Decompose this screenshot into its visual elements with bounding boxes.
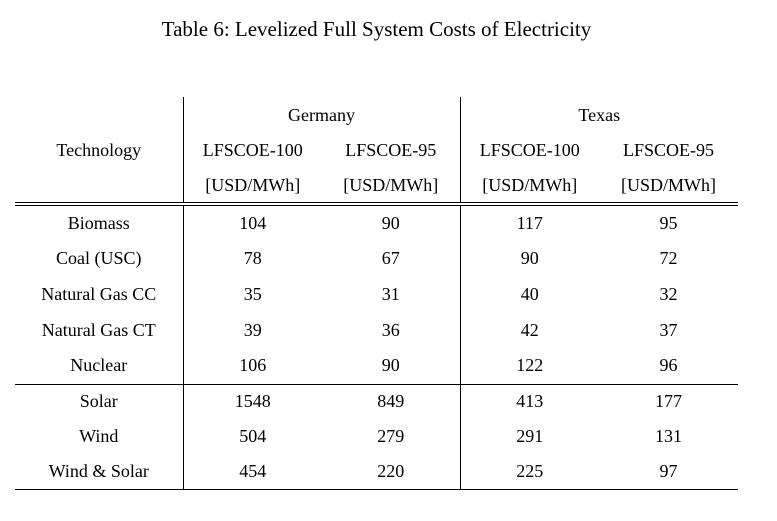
table-row: Coal (USC) 78 67 90 72 [15, 240, 738, 276]
table-row: Natural Gas CT 39 36 42 37 [15, 312, 738, 348]
value-cell: 39 [182, 312, 322, 348]
value-cell: 177 [599, 383, 739, 419]
technology-cell: Coal (USC) [56, 247, 142, 268]
value-cell: 454 [182, 454, 322, 489]
table-row: Solar 1548 849 413 177 [15, 383, 739, 419]
value-cell: 72 [659, 247, 678, 268]
value-cell: 90 [459, 240, 600, 276]
technology-cell: Wind & Solar [48, 460, 149, 481]
technology-cell: Wind [79, 426, 119, 446]
value-cell: 220 [377, 460, 405, 481]
table-body: Biomass 104 90 117 95 Coal (USC) 78 67 90 72 Natur… [15, 204, 739, 489]
table-header: Germany Texas Technology LFSCOE-100 LFSC… [15, 97, 739, 204]
value-cell: 31 [381, 283, 400, 304]
value-cell: 67 [381, 247, 400, 268]
value-cell: 291 [459, 419, 600, 454]
table-row: Wind & Solar 454 220 225 97 [15, 454, 738, 489]
value-cell: 106 [182, 348, 322, 384]
unit-label: [USD/MWh] [621, 174, 717, 195]
value-cell: 279 [377, 426, 405, 446]
unit-label: [USD/MWh] [182, 168, 322, 204]
table-row: Nuclear 106 90 122 96 [15, 348, 738, 384]
technology-header: Technology [56, 140, 142, 160]
unit-label: [USD/MWh] [343, 174, 439, 195]
value-cell: 37 [659, 319, 678, 340]
value-cell: 42 [459, 312, 600, 348]
value-cell: 131 [655, 426, 683, 446]
measure-header-germany-lfscoe-100: LFSCOE-100 [182, 133, 322, 168]
technology-cell: Biomass [67, 212, 130, 233]
value-cell: 78 [182, 240, 322, 276]
value-cell: 90 [381, 212, 400, 233]
region-header-germany: Germany [182, 97, 461, 133]
value-cell: 413 [459, 383, 600, 419]
value-cell: 90 [381, 355, 400, 376]
value-cell: 104 [182, 204, 322, 240]
lfscoe-table: Germany Texas Technology LFSCOE-100 LFSC… [15, 97, 739, 490]
value-cell: 849 [322, 383, 461, 419]
region-header-texas: Texas [459, 97, 739, 133]
measure-header-germany-lfscoe-95: LFSCOE-95 [345, 140, 437, 160]
table-row: Biomass 104 90 117 95 [15, 204, 738, 240]
technology-cell: Natural Gas CC [41, 283, 157, 304]
measure-header-texas-lfscoe-95: LFSCOE-95 [623, 140, 715, 160]
table-row: Wind 504 279 291 131 [15, 419, 738, 454]
measure-header-texas-lfscoe-100: LFSCOE-100 [459, 133, 600, 168]
table-caption: Table 6: Levelized Full System Costs of … [161, 17, 592, 41]
value-cell: 40 [459, 276, 600, 312]
technology-cell: Solar [15, 383, 183, 419]
unit-label: [USD/MWh] [459, 168, 600, 204]
value-cell: 36 [381, 319, 400, 340]
value-cell: 35 [182, 276, 322, 312]
value-cell: 504 [182, 419, 322, 454]
value-cell: 95 [659, 212, 678, 233]
value-cell: 97 [659, 460, 678, 481]
corner-empty-cell [15, 97, 183, 133]
value-cell: 96 [659, 355, 678, 376]
value-cell: 32 [659, 283, 678, 304]
technology-cell: Nuclear [70, 355, 128, 376]
measure-header-row: Technology LFSCOE-100 LFSCOE-95 LFSCOE-1… [15, 133, 738, 168]
table-row: Natural Gas CC 35 31 40 32 [15, 276, 738, 312]
value-cell: 225 [459, 454, 600, 489]
value-cell: 117 [459, 204, 600, 240]
value-cell: 1548 [182, 383, 322, 419]
unit-header-row: [USD/MWh] [USD/MWh] [USD/MWh] [USD/MWh] [15, 168, 738, 204]
empty-cell [15, 168, 183, 204]
technology-cell: Natural Gas CT [41, 319, 156, 340]
region-header-row: Germany Texas [15, 97, 739, 133]
value-cell: 122 [459, 348, 600, 384]
